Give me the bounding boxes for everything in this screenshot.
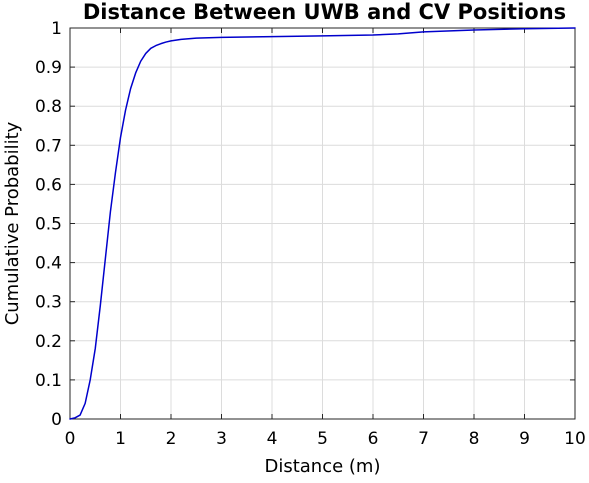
y-tick-label: 0 [51,410,62,430]
x-tick-label: 4 [267,429,278,449]
x-tick-label: 6 [368,429,379,449]
x-tick-label: 1 [115,429,126,449]
y-tick-label: 0.8 [35,97,62,117]
x-tick-label: 8 [469,429,480,449]
y-tick-label: 0.2 [35,332,62,352]
chart-title: Distance Between UWB and CV Positions [83,0,566,24]
cdf-series-line [69,27,576,420]
x-tick-label: 2 [166,429,177,449]
x-tick-label: 3 [216,429,227,449]
series-layer [69,27,576,420]
y-tick-label: 0.9 [35,58,62,78]
x-tick-labels: 0 1 2 3 4 5 6 7 8 9 10 [65,429,586,449]
y-tick-label: 0.6 [35,175,62,195]
x-tick-label: 9 [519,429,530,449]
x-tick-label: 10 [564,429,586,449]
x-tick-label: 5 [317,429,328,449]
y-tick-label: 0.1 [35,371,62,391]
y-tick-labels: 0 0.1 0.2 0.3 0.4 0.5 0.6 0.7 0.8 0.9 1 [35,19,62,430]
y-tick-label: 0.7 [35,136,62,156]
x-tick-label: 7 [418,429,429,449]
y-tick-label: 0.5 [35,215,62,235]
y-tick-label: 1 [51,19,62,39]
x-tick-label: 0 [65,429,76,449]
y-axis-label: Cumulative Probability [2,121,23,325]
y-tick-label: 0.4 [35,254,62,274]
tick-marks [69,27,576,420]
x-axis-label: Distance (m) [264,456,380,477]
y-tick-label: 0.3 [35,293,62,313]
